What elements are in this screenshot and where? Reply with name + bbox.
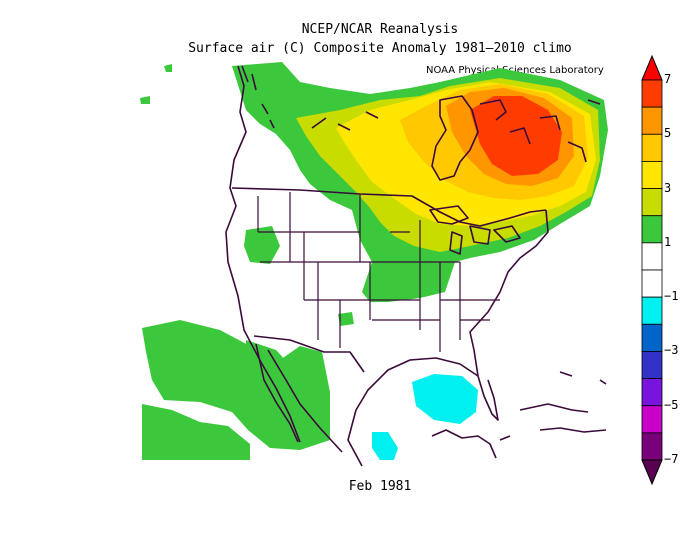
colorbar-bin-10 xyxy=(641,351,663,379)
colorbar-under-triangle xyxy=(641,459,663,486)
colorbar-tick-label: −5 xyxy=(664,397,679,412)
coastline-gulf xyxy=(347,357,479,467)
caribbean-islands xyxy=(499,371,607,441)
florida xyxy=(477,375,499,421)
colorbar-tick-label: −3 xyxy=(664,343,679,358)
colorbar-tick-label: 7 xyxy=(664,72,672,86)
colorbar-bin-7 xyxy=(641,269,663,298)
border-us-mexico xyxy=(253,335,365,373)
colorbar-bin-8 xyxy=(641,296,663,325)
colorbar xyxy=(641,54,663,486)
great-lakes xyxy=(429,205,521,255)
map-subtitle: Surface air (C) Composite Anomaly 1981–2… xyxy=(188,41,572,56)
anomaly-region-green-speck-1 xyxy=(140,96,150,104)
anomaly-region-cyan-gulf xyxy=(412,374,478,424)
anomaly-region-red xyxy=(470,96,562,176)
colorbar-bin-6 xyxy=(641,242,663,271)
colorbar-tick-label: 3 xyxy=(664,180,672,195)
anomaly-region-green-nw xyxy=(244,226,280,264)
anomaly-fields xyxy=(140,62,608,460)
boundaries xyxy=(225,65,607,467)
coastline-atlantic xyxy=(469,209,549,377)
map-title: NCEP/NCAR Reanalysis xyxy=(301,22,459,37)
colorbar-bin-5 xyxy=(641,215,663,244)
coastline-pacific xyxy=(225,65,301,443)
colorbar-tick-label: 5 xyxy=(664,126,672,141)
border-us-canada xyxy=(231,187,547,227)
anomaly-region-cyan-south xyxy=(372,432,398,460)
colorbar-bin-4 xyxy=(641,188,663,217)
coastline-mexico-west xyxy=(267,349,343,453)
colorbar-bin-0 xyxy=(641,79,663,108)
anomaly-region-green-southwest xyxy=(142,404,250,460)
colorbar-tick-label: 1 xyxy=(664,234,672,249)
state-lines xyxy=(257,192,500,352)
anomaly-region-green-plains xyxy=(338,312,354,326)
anomaly-region-green-speck-2 xyxy=(164,64,172,72)
coastline-baja xyxy=(255,343,299,443)
canada-islands xyxy=(311,99,601,163)
anomaly-map xyxy=(140,62,608,467)
colorbar-over-triangle xyxy=(641,54,663,81)
colorbar-tick-label: −7 xyxy=(664,452,679,466)
colorbar-bin-2 xyxy=(641,133,663,162)
colorbar-bin-1 xyxy=(641,106,663,135)
colorbar-tick-label: −1 xyxy=(664,289,679,304)
colorbar-bin-11 xyxy=(641,378,663,407)
colorbar-bin-9 xyxy=(641,323,663,352)
hudson-bay xyxy=(431,95,479,181)
colorbar-bin-13 xyxy=(641,432,663,461)
period-label: Feb 1981 xyxy=(348,479,412,494)
pacific-islands xyxy=(241,65,275,129)
colorbar-bin-3 xyxy=(641,161,663,189)
central-america xyxy=(431,429,497,459)
colorbar-bin-12 xyxy=(641,405,663,434)
credit-label: NOAA Physical Sciences Laboratory xyxy=(426,65,604,76)
